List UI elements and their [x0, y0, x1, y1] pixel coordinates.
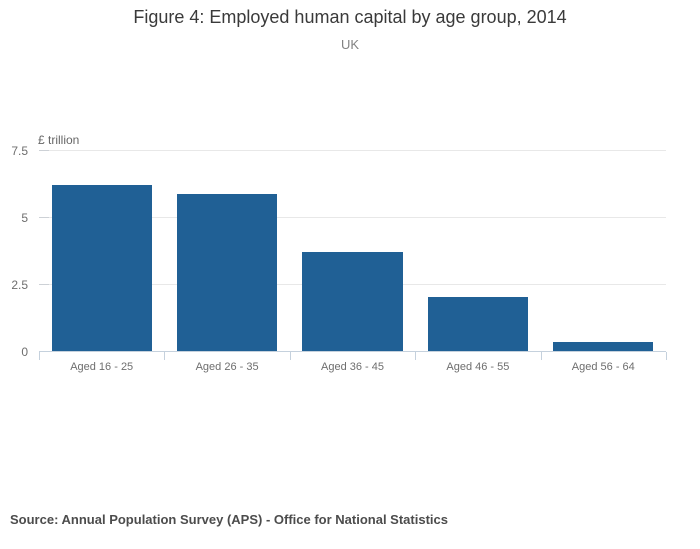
x-tick-mark — [164, 352, 165, 360]
x-tick-mark — [415, 352, 416, 360]
x-tick-mark — [541, 352, 542, 360]
bar-aged-26-35 — [176, 194, 278, 351]
y-tick-label: 2.5 — [11, 278, 28, 292]
bar-aged-36-45 — [302, 251, 403, 351]
x-tick-mark — [39, 352, 40, 360]
bar-aged-56-64 — [553, 341, 654, 351]
bar-aged-46-55 — [427, 297, 529, 351]
x-tick-mark — [290, 352, 291, 360]
plot-area: 0 2.5 5 7.5 Aged 16 - 25 Aged 26 - 35 Aged 36 … — [11, 144, 667, 373]
bar-aged-16-25 — [51, 184, 152, 351]
x-tick-label: Aged 26 - 35 — [195, 361, 259, 373]
y-tick-mark — [39, 217, 49, 218]
x-tick-label: Aged 46 - 55 — [446, 361, 510, 373]
y-axis-unit-label: £ trillion — [38, 133, 80, 147]
x-tick-label: Aged 36 - 45 — [321, 361, 384, 373]
x-tick-label: Aged 16 - 25 — [70, 361, 134, 373]
chart-title: Figure 4: Employed human capital by age … — [133, 7, 567, 27]
x-tick-mark — [666, 352, 667, 360]
x-tick-label: Aged 56 - 64 — [571, 361, 635, 373]
y-tick-label: 7.5 — [11, 144, 28, 158]
y-tick-mark — [39, 150, 49, 151]
y-tick-mark — [39, 284, 49, 285]
y-tick-label: 5 — [21, 211, 28, 225]
chart-subtitle: UK — [340, 37, 360, 52]
y-tick-label: 0 — [21, 345, 28, 359]
x-axis-line — [39, 351, 666, 352]
y-gridline — [39, 150, 666, 151]
y-gridline — [39, 217, 666, 218]
source-note: Source: Annual Population Survey (APS) -… — [10, 512, 448, 527]
